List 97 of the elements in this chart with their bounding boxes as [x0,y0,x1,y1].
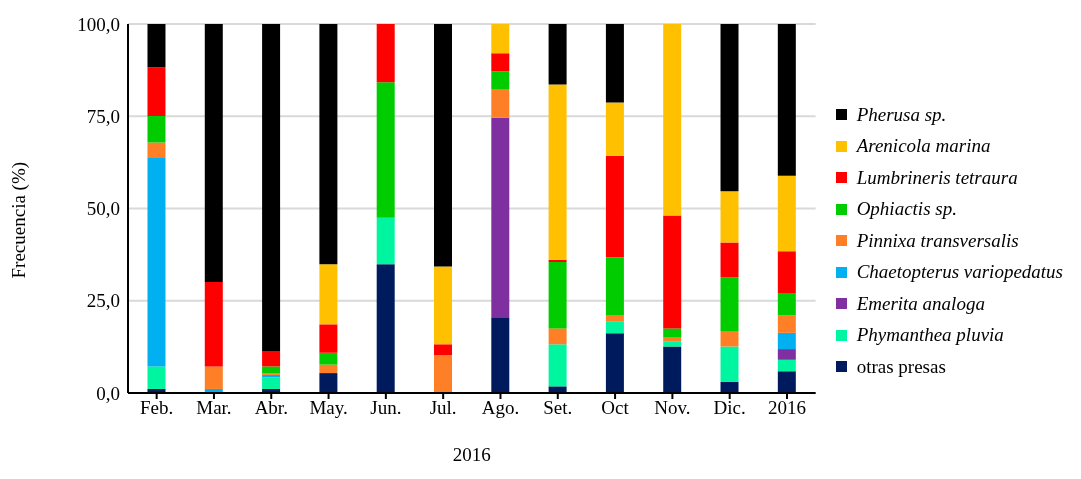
x-tick-label: Dic. [713,397,746,419]
x-tick-label: 2016 [767,397,806,419]
bar [663,346,682,393]
bar [720,346,739,382]
bar [605,315,624,322]
bar [663,328,682,338]
x-tick-label: Feb. [140,397,174,419]
bar [777,293,796,316]
bar [262,377,281,389]
bar [319,364,338,374]
x-tick-label: Ago. [481,397,520,419]
x-tick-label: Oct [601,397,630,419]
bar [491,53,510,72]
bar [491,24,510,54]
bar [147,157,166,367]
bar [720,277,739,332]
legend-label: Arenicola marina [856,135,991,157]
bar [548,84,567,260]
bar [491,71,510,89]
legend-label: Emerita analoga [856,292,985,315]
bar [434,24,452,267]
bar [777,371,796,393]
bar [605,102,624,156]
bar [777,349,796,360]
bar [491,117,510,318]
bar [777,251,796,293]
bar [319,324,338,353]
legend-label: otras presas [856,355,946,378]
bar [262,366,281,374]
x-tick-label: Mar. [196,397,232,419]
bar [720,24,739,192]
bar [147,366,166,389]
bar [204,24,223,282]
bar [319,352,338,365]
bar [147,115,166,143]
bar [204,366,223,389]
bar [147,142,166,158]
bar [548,344,567,387]
bar [548,328,567,345]
bar [434,344,452,355]
bar [548,262,567,329]
bar [777,24,796,176]
bar [376,24,395,83]
bar [262,24,281,351]
bar [605,333,624,393]
bar [376,264,395,393]
bar [548,259,567,263]
y-tick-label: 75,0 [86,106,120,127]
bar [777,332,796,350]
bar [319,373,338,393]
bar [605,155,624,258]
legend-label: Pinnixa transversalis [856,229,1019,252]
legend-label: Lumbrineris tetraura [856,166,1018,189]
bar [720,381,739,393]
bar [147,67,166,116]
bar [434,354,452,393]
bar [777,315,796,333]
bar [777,175,796,252]
y-axis-title: Frecuencia (%) [7,161,30,279]
legend-label: Chaetopterus variopedatus [856,261,1063,283]
legend-label: Phymanthea pluvia [856,324,1004,346]
legend-label: Ophiactis sp. [856,198,957,220]
y-tick-label: 25,0 [86,290,120,312]
x-axis-title: 2016 [452,444,491,465]
bar [663,337,682,342]
x-tick-label: Set. [543,397,573,419]
legend-label: Pherusa sp. [856,103,947,126]
bar [147,24,166,68]
bar [548,24,567,85]
bar [376,82,395,218]
y-tick-label: 100,0 [77,13,120,35]
x-tick-label: May. [309,397,348,419]
bar [548,386,567,393]
bar [663,341,682,347]
bar [262,350,281,367]
x-tick-label: Abr. [254,397,288,419]
bar [319,24,338,265]
x-tick-label: Nov. [654,397,691,419]
bar [720,242,739,278]
bar [605,321,624,334]
bar [663,215,682,329]
bar [204,281,223,367]
bar [319,264,338,325]
bar [491,317,510,393]
bar [663,24,682,216]
bar [605,24,624,103]
bar [605,257,624,316]
bar [376,217,395,265]
bar [434,266,452,345]
x-tick-label: Jun. [370,397,402,419]
bar [720,331,739,347]
x-tick-label: Jul. [429,397,457,419]
bar [777,359,796,372]
bar [491,88,510,118]
y-tick-label: 50,0 [86,198,120,220]
y-tick-label: 0,0 [96,382,120,404]
bar [720,191,739,243]
